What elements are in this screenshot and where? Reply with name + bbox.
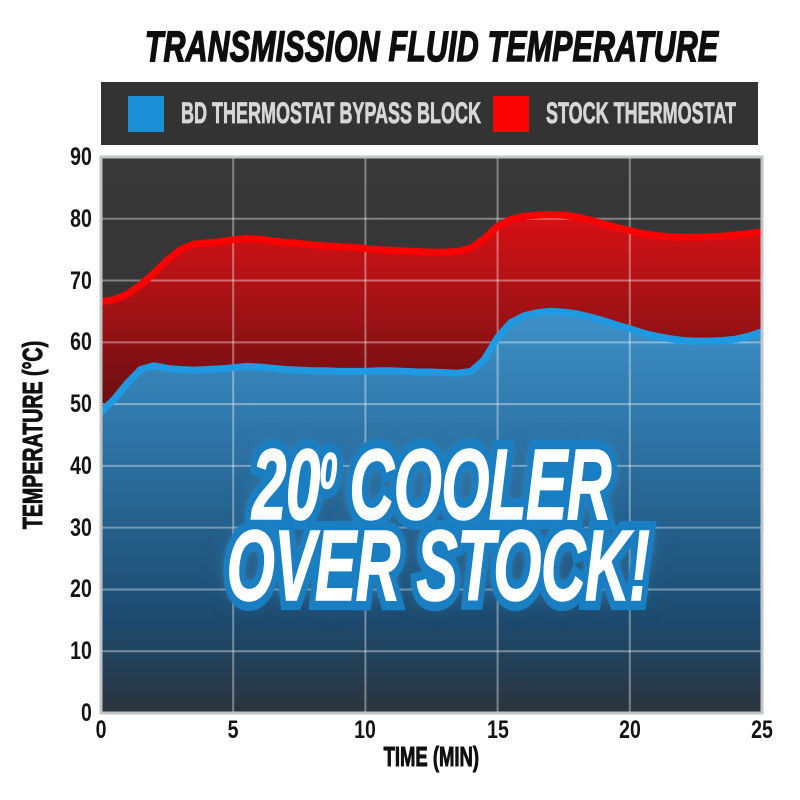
legend-swatch-red (493, 95, 529, 132)
bd-bypass-area (101, 311, 762, 713)
page-title: TRANSMISSION FLUID TEMPERATURE (101, 20, 762, 74)
legend: BD THERMOSTAT BYPASS BLOCK STOCK THERMOS… (101, 82, 758, 145)
bd-bypass-line (101, 307, 762, 416)
stock-thermostat-line (101, 211, 762, 306)
legend-item-stock: STOCK THERMOSTAT (493, 94, 736, 134)
legend-label-box: BD THERMOSTAT BYPASS BLOCK (181, 94, 481, 134)
legend-label-stock: STOCK THERMOSTAT (546, 96, 736, 130)
legend-item-bd: BD THERMOSTAT BYPASS BLOCK (128, 94, 481, 134)
page-title-text: TRANSMISSION FLUID TEMPERATURE (144, 22, 719, 72)
legend-swatch-blue (128, 95, 164, 132)
x-axis-title: TIME (MIN) (101, 741, 762, 773)
y-axis-title-text: TEMPERATURE (°C) (17, 340, 49, 530)
x-axis-title-text: TIME (MIN) (383, 741, 480, 773)
legend-label-box: STOCK THERMOSTAT (546, 94, 736, 134)
plot-border (99, 155, 764, 715)
legend-label-bd: BD THERMOSTAT BYPASS BLOCK (181, 96, 481, 130)
